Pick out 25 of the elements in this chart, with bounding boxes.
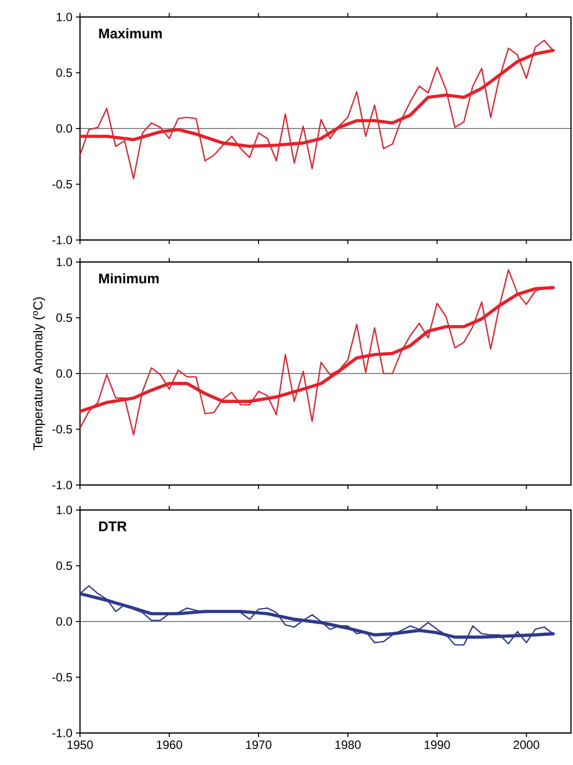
y-tick-label: 1.0	[56, 258, 72, 266]
text: Maximum	[99, 28, 162, 38]
x-tick-label: 1970	[246, 740, 272, 749]
y-tick-label: 0.0	[56, 617, 72, 626]
y-tick-label: -1.0	[52, 728, 72, 738]
y-tick-label: 1.0	[56, 506, 72, 514]
y-tick-label: -0.5	[52, 180, 72, 188]
y-tick-label: 0.0	[56, 124, 72, 133]
y-tick-label: -0.5	[52, 673, 72, 682]
x-tick-label: 1960	[156, 740, 182, 749]
y-tick-label: 0.0	[56, 369, 72, 378]
y-tick-label: -1.0	[52, 236, 72, 244]
x-tick-label: 1990	[424, 740, 450, 749]
x-tick-label: 2000	[514, 740, 540, 749]
y-tick-label: -0.5	[52, 425, 72, 434]
y-tick-label: 0.5	[56, 68, 72, 77]
y-tick-label: 0.5	[56, 314, 72, 322]
text: Minimum	[99, 273, 159, 284]
x-tick-label: 1980	[335, 740, 361, 749]
y-tick-label: -1.0	[52, 480, 72, 490]
y-axis-title: Temperature Anomaly ($^{o}$C)	[32, 297, 46, 450]
y-tick-label: 1.0	[56, 12, 72, 22]
y-tick-label: 0.5	[56, 562, 72, 570]
text: DTR	[99, 522, 127, 532]
x-tick-label: 1950	[68, 740, 93, 749]
